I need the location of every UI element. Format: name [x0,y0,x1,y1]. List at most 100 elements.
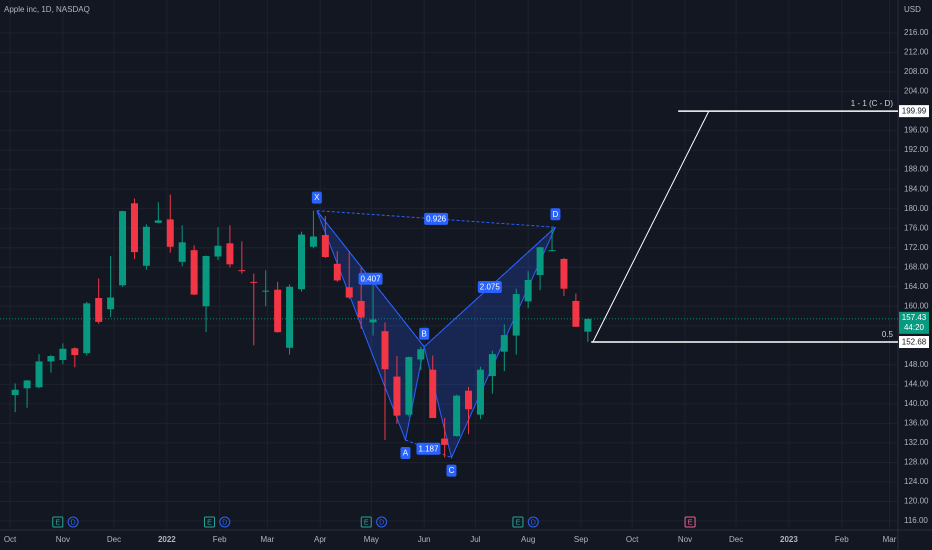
candle-body [297,234,305,290]
candle-body [548,250,556,252]
event-icon [527,516,539,528]
candle-body [309,236,317,247]
candle-body [345,287,353,298]
candle-body [465,390,473,410]
x-tick-label: Jul [470,535,480,544]
event-label: E [516,519,521,526]
candle-body [47,356,55,362]
level-price: 199.99 [902,107,927,116]
y-tick-label: 212.00 [904,48,929,57]
event-icon [376,516,388,528]
candle-body [584,318,592,332]
ratio-box [416,442,441,455]
candle-body [524,279,532,302]
y-tick-label: 188.00 [904,165,929,174]
level-label: 1 - 1 (C - D) [851,99,894,108]
candle-body [119,211,127,286]
candle-body [381,331,389,370]
candle-body [107,297,115,310]
candle-body [59,348,67,360]
event-label: E [55,519,60,526]
x-tick-label: Mar [883,535,897,544]
event-label: E [207,519,212,526]
x-tick-label: Oct [626,535,639,544]
event-icon [219,516,231,528]
point-box [311,191,322,204]
y-tick-label: 164.00 [904,282,929,291]
y-tick-label: 140.00 [904,399,929,408]
y-tick-label: 128.00 [904,458,929,467]
candle-body [488,354,496,377]
event-label: E [688,519,693,526]
candle-body [166,219,174,247]
candle-body [500,335,508,352]
point-box [550,208,561,221]
x-tick-label: Feb [213,535,227,544]
y-tick-label: 208.00 [904,67,929,76]
x-tick-label: Sep [574,535,589,544]
event-icon [360,516,372,528]
last-price: 157.43 [902,313,927,322]
candle-body [286,286,294,348]
candle-body [560,258,568,289]
y-tick-label: 124.00 [904,477,929,486]
candle-body [262,290,270,292]
candle-body [250,281,258,283]
event-icon [203,516,215,528]
candle-body [71,348,79,356]
candle-body [572,300,580,327]
event-label: D [379,519,384,526]
ratio-box [477,281,502,294]
point-box [446,464,457,477]
point-label: D [553,210,559,219]
candle-body [274,289,282,333]
ratio-line [405,439,452,459]
grid [0,0,898,530]
candle-body [11,389,19,396]
y-tick-label: 180.00 [904,204,929,213]
candle-body [214,245,222,257]
candle-body [476,369,484,415]
candle-body [154,220,162,223]
event-label: E [364,519,369,526]
candle-body [405,357,413,415]
x-tick-label: Dec [729,535,743,544]
candle-body [512,294,520,336]
x-tick-label: Dec [107,535,121,544]
candle-body [333,263,341,281]
countdown: 44:20 [904,323,925,332]
point-box [419,327,430,340]
candle-body [190,250,198,295]
y-tick-label: 132.00 [904,438,929,447]
candle-body [441,438,449,445]
ratio-line [423,226,556,348]
event-label: D [71,519,76,526]
y-tick-label: 216.00 [904,28,929,37]
y-tick-label: 160.00 [904,301,929,310]
projection-line [592,110,710,343]
y-tick-label: 192.00 [904,145,929,154]
candle-body [202,256,210,307]
y-tick-label: 204.00 [904,87,929,96]
point-label: B [422,329,427,338]
event-icon [512,516,524,528]
point-box [400,447,411,460]
ratio-label: 2.075 [480,283,501,292]
candle-body [35,361,43,388]
y-tick-label: 184.00 [904,184,929,193]
ratio-label: 0.926 [426,215,447,224]
level-label: 0.5 [882,330,894,339]
y-tick-label: 148.00 [904,360,929,369]
point-label: C [449,466,455,475]
x-tick-label: Oct [4,535,17,544]
candle-body [83,303,91,354]
y-tick-label: 120.00 [904,497,929,506]
y-tick-label: 144.00 [904,379,929,388]
candle-body [536,247,544,276]
last-price-box [899,311,929,334]
level-price-box [899,105,929,118]
event-icon [684,516,696,528]
point-label: X [314,193,320,202]
